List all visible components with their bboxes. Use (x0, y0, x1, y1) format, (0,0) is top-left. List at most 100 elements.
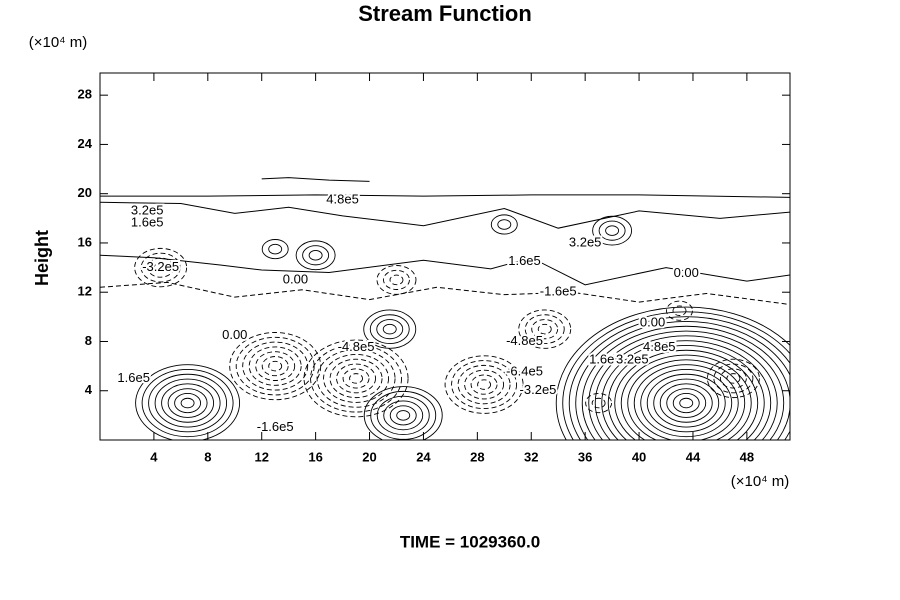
x-tick-label: 24 (416, 449, 431, 464)
contour-ring (268, 360, 283, 372)
contour-ring (497, 219, 512, 230)
contour-ring (167, 388, 208, 418)
contour-ring (148, 373, 228, 433)
contour-ring (581, 325, 790, 440)
x-tick-label: 32 (524, 449, 538, 464)
contour-ring (134, 247, 188, 288)
contour-label: 1.6e5 (131, 215, 164, 230)
x-tick-label: 12 (254, 449, 268, 464)
contour-ring (180, 397, 195, 409)
contour-label: -4.8e5 (338, 339, 375, 354)
contour-ring (679, 397, 694, 409)
contour-label: -1.6e5 (257, 419, 294, 434)
y-axis-label: Height (32, 230, 52, 286)
contour-ring (518, 309, 572, 349)
contour-ring (588, 330, 785, 440)
contour-label: -1.6e5 (540, 284, 577, 299)
contour-ring (477, 379, 492, 390)
contour-ring (562, 311, 790, 440)
contour-ring (369, 314, 410, 345)
contour-ring (389, 274, 404, 286)
contour-ring (672, 393, 700, 414)
contour-ring (376, 265, 417, 295)
contour-label: -3.2e5 (142, 259, 179, 274)
x-tick-label: 36 (578, 449, 592, 464)
contour-ring (591, 397, 606, 409)
contour-ring (229, 332, 322, 401)
contour-ring (653, 378, 720, 428)
contour-ring (316, 349, 396, 408)
y-tick-label: 24 (78, 136, 93, 151)
contour-line (100, 194, 790, 198)
contour-ring (154, 378, 221, 428)
contour-ring (302, 245, 330, 266)
y-tick-label: 4 (85, 382, 93, 397)
contour-ring (524, 314, 565, 345)
contour-line (100, 254, 790, 286)
contour-ring (706, 358, 760, 399)
x-tick-label: 16 (308, 449, 322, 464)
contour-ring (575, 321, 790, 440)
contour-ring (713, 363, 754, 394)
contour-ring (585, 393, 613, 414)
contour-ring (568, 316, 790, 440)
contour-line (261, 177, 370, 182)
contour-ring (633, 364, 739, 440)
y-tick-label: 20 (78, 185, 92, 200)
y-tick-label: 28 (78, 87, 92, 102)
contour-label: 0.00 (222, 327, 247, 342)
contour-ring (349, 373, 364, 384)
contour-ring (666, 388, 707, 418)
contour-ring (261, 239, 289, 260)
contour-ring (598, 220, 626, 241)
contour-label: 3.2e5 (569, 234, 602, 249)
contour-ring (457, 364, 511, 405)
contour-line (100, 201, 790, 229)
contour-ring (537, 323, 552, 335)
contour-label: 3.2e5 (616, 351, 649, 366)
contour-ring (310, 344, 403, 413)
contour-ring (607, 345, 765, 440)
contour-ring (666, 300, 693, 321)
contour-ring (153, 262, 168, 273)
footer: TIME = 1029360.0 (400, 532, 540, 551)
contour-ring (444, 355, 524, 414)
contour-ring (295, 240, 336, 271)
contour-ring (147, 257, 175, 278)
contour-ring (268, 243, 283, 255)
contour-ring (620, 354, 752, 440)
contour-ring (627, 359, 746, 440)
contour-ring (342, 368, 370, 389)
contour-ring (248, 346, 302, 386)
x-tick-label: 44 (686, 449, 701, 464)
contour-ring (531, 319, 559, 340)
contour-label: 1.6e5 (589, 351, 622, 366)
contour-ring (555, 306, 790, 440)
contour-label: -6.4e5 (506, 364, 543, 379)
contour-line (100, 281, 790, 306)
contour-label: 1.6e5 (508, 253, 541, 268)
contour-ring (464, 369, 505, 400)
contour-label: 4.8e5 (326, 191, 359, 206)
contour-ring (640, 369, 733, 438)
contour-ring (308, 250, 323, 261)
contour-ring (255, 351, 296, 381)
contour-ring (396, 410, 411, 421)
x-tick-label: 48 (740, 449, 754, 464)
contour-ring (490, 214, 518, 235)
contour-ring (451, 360, 518, 410)
x-tick-label: 8 (204, 449, 211, 464)
x-unit: (×10⁴ m) (731, 473, 790, 490)
contour-ring (376, 319, 404, 340)
contour-ring (594, 335, 778, 440)
contour-label: 0.00 (674, 265, 699, 280)
contour-ring (363, 309, 417, 349)
contour-ring (303, 339, 409, 418)
y-unit: (×10⁴ m) (29, 34, 88, 51)
x-tick-label: 40 (632, 449, 646, 464)
y-tick-label: 12 (78, 284, 92, 299)
contour-ring (382, 323, 397, 335)
contour-ring (336, 363, 377, 394)
plot-frame (99, 72, 791, 441)
